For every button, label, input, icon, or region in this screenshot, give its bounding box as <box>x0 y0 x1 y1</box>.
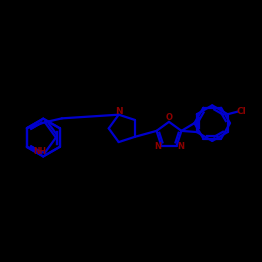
Text: N: N <box>115 107 123 116</box>
Text: O: O <box>166 113 172 122</box>
Text: N: N <box>177 142 184 151</box>
Text: NH: NH <box>34 147 47 156</box>
Text: N: N <box>154 142 161 151</box>
Text: Cl: Cl <box>237 107 247 116</box>
